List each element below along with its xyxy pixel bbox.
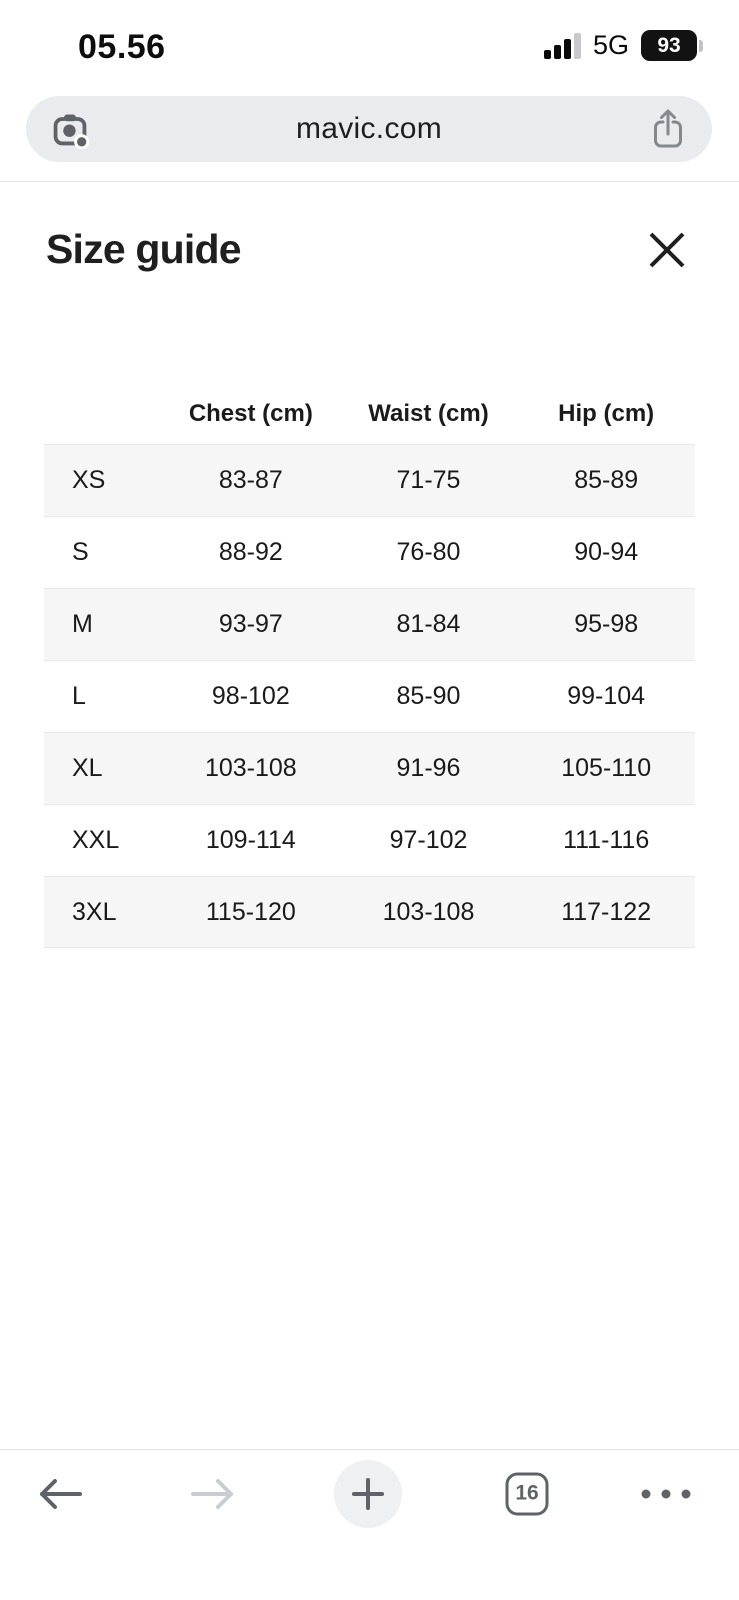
chest-value: 115-120 [205, 897, 296, 926]
chest-value: 98-102 [211, 682, 290, 710]
hip-value: 111-116 [563, 826, 650, 854]
table-row: XXL 109-114 97-102 111-116 [44, 804, 695, 876]
page-title: Size guide [46, 226, 242, 272]
size-guide-header: Size guide [46, 226, 689, 273]
table-header-row: Chest (cm) Waist (cm) Hip (cm) [44, 384, 695, 444]
size-guide-table: Chest (cm) Waist (cm) Hip (cm) XS 83-87 … [44, 384, 695, 948]
new-tab-button[interactable] [334, 1459, 402, 1528]
google-lens-icon[interactable] [48, 107, 92, 151]
table-row: XS 83-87 71-75 85-89 [44, 444, 695, 516]
close-icon[interactable] [645, 228, 689, 272]
size-name: XS [72, 466, 106, 494]
size-name: L [72, 682, 86, 710]
table-row: 3XL 115-120 103-108 117-122 [44, 876, 695, 948]
status-bar: 05.56 5G 93 [0, 0, 739, 92]
hip-value: 95-98 [574, 610, 639, 638]
plus-icon[interactable] [334, 1459, 402, 1528]
hip-value: 105-110 [561, 754, 652, 782]
size-name: 3XL [72, 897, 117, 926]
browser-toolbar: 16 [0, 1449, 739, 1537]
network-type-label: 5G [592, 30, 629, 60]
column-header-hip: Hip (cm) [558, 400, 655, 427]
url-text[interactable]: mavic.com [295, 112, 443, 145]
size-name: M [72, 610, 93, 638]
header-divider [0, 181, 739, 182]
cellular-signal-icon [543, 32, 581, 59]
share-icon[interactable] [646, 107, 690, 151]
size-name: XXL [72, 826, 120, 854]
hip-value: 99-104 [567, 682, 646, 710]
battery-icon: 93 [641, 30, 703, 61]
table-row: M 93-97 81-84 95-98 [44, 588, 695, 660]
chest-value: 103-108 [204, 754, 297, 782]
waist-value: 71-75 [396, 466, 461, 494]
waist-value: 103-108 [382, 897, 475, 926]
forward-button[interactable] [187, 1475, 239, 1513]
waist-value: 76-80 [396, 538, 461, 566]
url-bar[interactable]: mavic.com [26, 96, 712, 162]
table-row: L 98-102 85-90 99-104 [44, 660, 695, 732]
waist-value: 85-90 [396, 682, 461, 710]
column-header-waist: Waist (cm) [368, 400, 489, 427]
clock: 05.56 [78, 28, 166, 66]
chest-value: 93-97 [218, 610, 283, 638]
table-row: XL 103-108 91-96 105-110 [44, 732, 695, 804]
table-row: S 88-92 76-80 90-94 [44, 516, 695, 588]
hip-value: 117-122 [561, 897, 652, 926]
chest-value: 88-92 [218, 538, 283, 566]
tab-switcher-button[interactable]: 16 [505, 1472, 549, 1515]
hip-value: 85-89 [574, 466, 639, 494]
waist-value: 81-84 [396, 610, 461, 638]
tab-count[interactable]: 16 [505, 1472, 549, 1515]
more-options-button[interactable] [641, 1489, 691, 1498]
waist-value: 97-102 [389, 826, 468, 854]
battery-percent: 93 [641, 30, 697, 61]
column-header-chest: Chest (cm) [188, 400, 313, 427]
back-button[interactable] [34, 1475, 86, 1513]
chest-value: 83-87 [218, 466, 283, 494]
waist-value: 91-96 [396, 754, 461, 782]
chest-value: 109-114 [205, 826, 296, 854]
size-name: XL [72, 754, 103, 782]
three-dots-icon[interactable] [641, 1489, 691, 1498]
size-name: S [72, 538, 89, 566]
hip-value: 90-94 [574, 538, 639, 566]
